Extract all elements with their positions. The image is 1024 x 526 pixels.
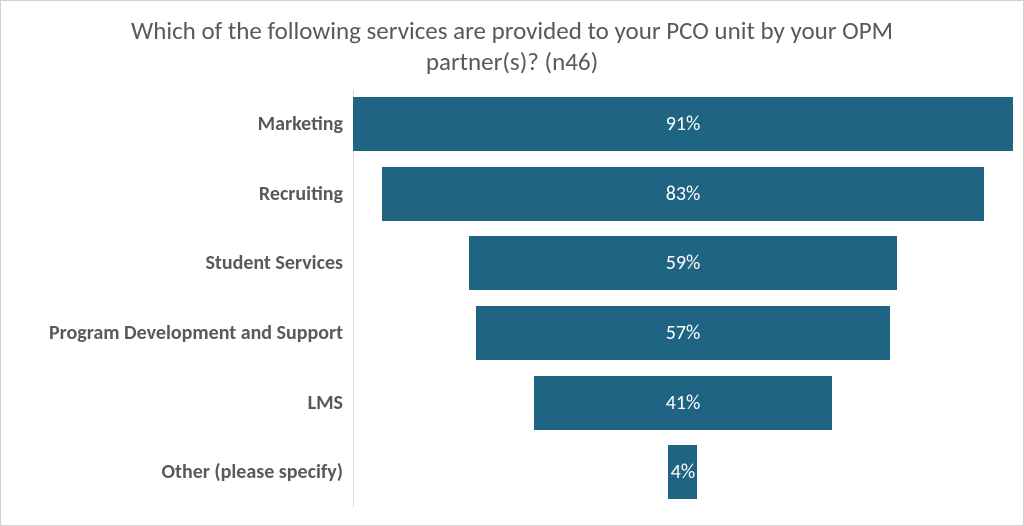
- bar: 41%: [534, 376, 831, 430]
- bar: 57%: [476, 306, 889, 360]
- bar-area: 57%: [353, 304, 1011, 362]
- category-label: Recruiting: [13, 182, 353, 206]
- bar: 91%: [353, 97, 1013, 151]
- chart-container: Which of the following services are prov…: [0, 0, 1024, 526]
- bar-value-label: 83%: [666, 182, 701, 206]
- category-label: Other (please specify): [13, 460, 353, 484]
- bar-area: 59%: [353, 234, 1011, 292]
- category-label: Marketing: [13, 112, 353, 136]
- bar-value-label: 59%: [666, 251, 701, 275]
- bar-value-label: 41%: [666, 391, 701, 415]
- bar: 83%: [382, 167, 984, 221]
- bar-row: Marketing 91%: [13, 95, 1011, 153]
- bar-area: 4%: [353, 443, 1011, 501]
- bar-row: Recruiting 83%: [13, 165, 1011, 223]
- category-label: LMS: [13, 391, 353, 415]
- bar-value-label: 4%: [671, 460, 695, 484]
- bar-value-label: 57%: [666, 321, 701, 345]
- bar-row: Program Development and Support 57%: [13, 304, 1011, 362]
- bar: 4%: [668, 445, 697, 499]
- bar-value-label: 91%: [666, 112, 701, 136]
- category-label: Program Development and Support: [13, 321, 353, 345]
- chart-title: Which of the following services are prov…: [72, 15, 952, 78]
- bar-area: 91%: [353, 95, 1011, 153]
- bars-group: Marketing 91% Recruiting 83% Student Service…: [13, 90, 1011, 508]
- bar-row: Student Services 59%: [13, 234, 1011, 292]
- chart-plot: Marketing 91% Recruiting 83% Student Service…: [13, 90, 1011, 508]
- bar: 59%: [469, 236, 897, 290]
- bar-area: 83%: [353, 165, 1011, 223]
- bar-row: Other (please specify) 4%: [13, 443, 1011, 501]
- bar-row: LMS 41%: [13, 374, 1011, 432]
- category-label: Student Services: [13, 251, 353, 275]
- bar-area: 41%: [353, 374, 1011, 432]
